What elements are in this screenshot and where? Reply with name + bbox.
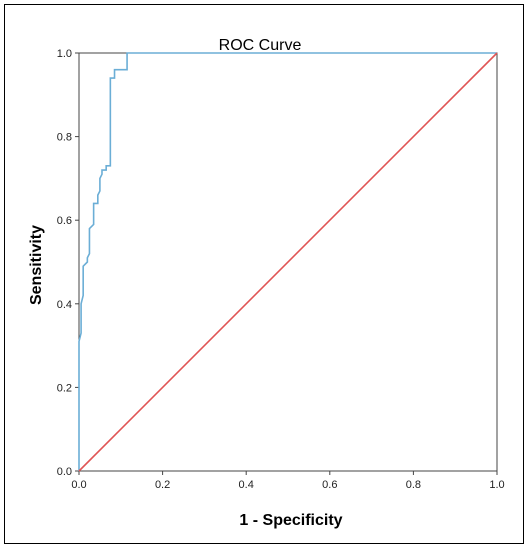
y-tick-label: 0.0 (57, 466, 72, 478)
reference-diagonal-line (78, 52, 498, 472)
x-tick-label: 0.8 (406, 479, 421, 491)
x-axis-title: 1 - Specificity (239, 512, 342, 529)
y-axis-title: Sensitivity (28, 225, 45, 305)
x-tick-label: 0.0 (71, 479, 86, 491)
x-tick-label: 1.0 (489, 479, 504, 491)
y-tick-label: 0.8 (57, 132, 72, 144)
y-tick-label: 0.4 (57, 299, 72, 311)
y-tick-label: 1.0 (57, 48, 72, 60)
roc-chart: ROC Curve 0.0 0.2 0.4 0.6 0.8 1.0 0.0 0.2 0.4 0.6… (28, 37, 505, 529)
y-tick-label: 0.6 (57, 215, 72, 227)
x-tick-label: 0.2 (155, 479, 170, 491)
roc-curve-line (78, 52, 497, 471)
chart-frame: ROC Curve 0.0 0.2 0.4 0.6 0.8 1.0 0.0 0.2 0.4 0.6… (4, 4, 524, 544)
y-tick-label: 0.2 (57, 382, 72, 394)
x-tick-label: 0.6 (322, 479, 337, 491)
x-tick-label: 0.4 (239, 479, 254, 491)
chart-title: ROC Curve (219, 37, 302, 54)
